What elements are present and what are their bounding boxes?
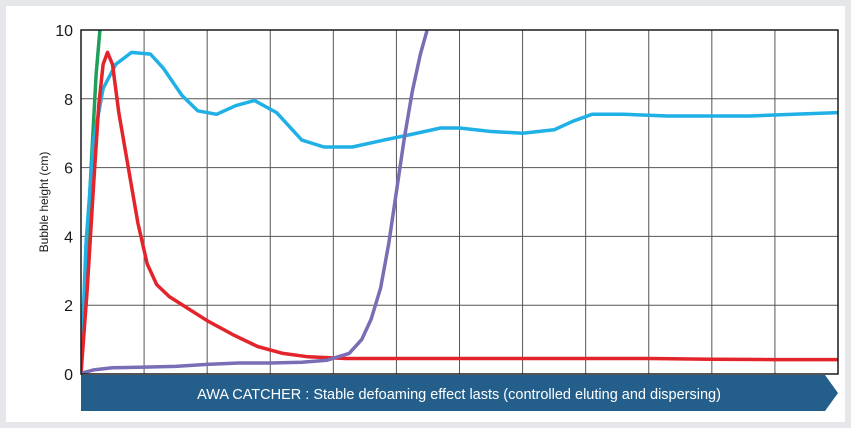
y-tick-label: 10 [55,23,73,40]
grid [81,30,838,374]
banner: AWA CATCHER : Stable defoaming effect la… [81,375,838,411]
series-line-4 [81,30,429,375]
y-tick-label: 4 [64,229,73,246]
chart-panel: 0 2 4 6 8 10 Bubble height (cm) AWA CATCHER :… [6,6,845,422]
y-axis-ticks: 0 2 4 6 8 10 [55,23,73,384]
y-tick-label: 2 [64,298,73,315]
y-tick-label: 8 [64,92,73,109]
banner-arrow [81,375,838,411]
line-chart: 0 2 4 6 8 10 Bubble height (cm) AWA CATCHER :… [37,23,839,411]
plot-frame [80,29,839,375]
y-tick-label: 0 [64,367,73,384]
series-line-2 [81,50,838,375]
y-axis-label: Bubble height (cm) [37,152,51,253]
series-group [81,30,838,375]
banner-text: AWA CATCHER : Stable defoaming effect la… [197,387,721,403]
y-tick-label: 6 [64,161,73,178]
series-line-3 [81,50,838,375]
